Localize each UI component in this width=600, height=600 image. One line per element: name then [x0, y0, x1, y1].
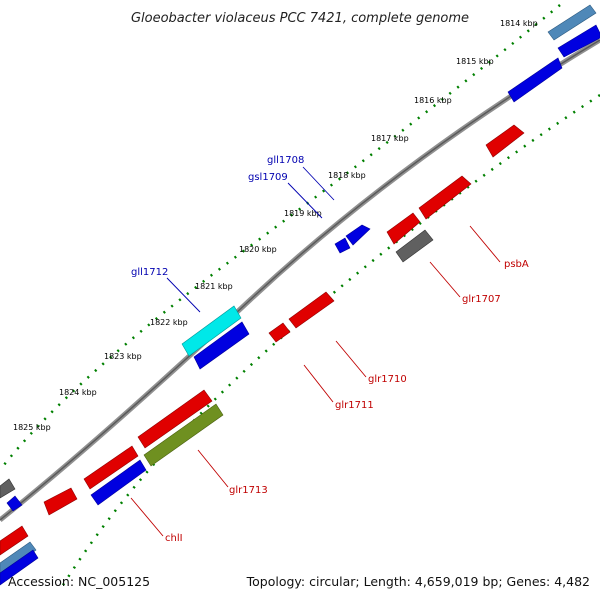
leader-psbA: [469, 225, 501, 263]
leader-gll1708: [302, 166, 335, 201]
gene-glr1713: [143, 403, 224, 467]
gene-gll1708: [345, 224, 371, 246]
gene-gsl1709: [334, 237, 351, 254]
genome-backbone: [0, 37, 600, 522]
gene-label-gll1708: gll1708: [267, 155, 304, 166]
gene-forward: [83, 445, 139, 490]
gene-glr1710: [288, 291, 335, 329]
gene-forward: [137, 389, 213, 449]
ruler-tick-label: 1820 kbp: [239, 245, 277, 254]
gene-label-psbA: psbA: [504, 259, 529, 270]
ruler-tick-label: 1817 kbp: [371, 134, 409, 143]
gene-reverse: [193, 321, 250, 370]
gene-forward: [386, 212, 421, 245]
accession-text: Accession: NC_005125: [8, 574, 151, 589]
ruler-tick-label: 1823 kbp: [104, 352, 142, 361]
ruler-ticks: 1814 kbp 1815 kbp 1816 kbp 1817 kbp 1818…: [13, 19, 538, 432]
gene-steel: [547, 4, 597, 41]
ruler-tick-label: 1816 kbp: [414, 96, 452, 105]
lower-strand-genes: [0, 124, 525, 556]
ruler-tick-label: 1824 kbp: [59, 388, 97, 397]
gene-label-glr1711: glr1711: [335, 400, 374, 411]
gene-label-glr1707: glr1707: [462, 294, 501, 305]
genome-backbone-shadow: [0, 39, 600, 521]
gene-reverse: [557, 24, 600, 58]
genome-summary: Topology: circular; Length: 4,659,019 bp…: [246, 574, 590, 589]
outer-tick-track: [0, 4, 561, 471]
gene-gll1712: [181, 305, 242, 357]
leader-lines: [130, 166, 501, 537]
leader-glr1711: [303, 364, 334, 403]
gene-reverse: [6, 495, 23, 512]
ruler-tick-label: 1819 kbp: [284, 209, 322, 218]
ruler-tick-label: 1822 kbp: [150, 318, 188, 327]
gene-forward: [0, 525, 29, 556]
leader-gsl1709: [287, 182, 323, 219]
gene-gray: [0, 478, 16, 499]
ruler-tick-label: 1814 kbp: [500, 19, 538, 28]
gene-glr1711: [268, 322, 291, 343]
gene-reverse: [90, 459, 147, 506]
gene-label-gll1712: gll1712: [131, 267, 168, 278]
leader-glr1710: [335, 340, 367, 378]
gene-forward: [485, 124, 525, 158]
gene-label-glr1710: glr1710: [368, 374, 407, 385]
ruler-tick-label: 1821 kbp: [195, 282, 233, 291]
leader-chlI: [130, 497, 164, 537]
gene-glr1707: [395, 229, 434, 263]
ruler-tick-label: 1825 kbp: [13, 423, 51, 432]
leader-glr1707: [429, 261, 461, 298]
ruler-tick-label: 1815 kbp: [456, 57, 494, 66]
gene-labels: gll1708 gsl1709 gll1712 psbA glr1707 glr…: [131, 155, 529, 544]
gene-reverse: [0, 549, 39, 586]
map-title: Gloeobacter violaceus PCC 7421, complete…: [130, 11, 470, 26]
gene-label-glr1713: glr1713: [229, 485, 268, 496]
ruler-tick-label: 1818 kbp: [328, 171, 366, 180]
gene-chlI: [43, 487, 78, 516]
leader-glr1713: [197, 449, 229, 488]
inner-tick-track: [58, 93, 600, 591]
gene-label-chlI: chlI: [165, 533, 183, 544]
gene-reverse: [507, 57, 563, 103]
gene-label-gsl1709: gsl1709: [248, 172, 288, 183]
leader-gll1712: [166, 277, 201, 313]
gene-psbA: [418, 175, 472, 220]
upper-strand-genes: [0, 4, 600, 586]
